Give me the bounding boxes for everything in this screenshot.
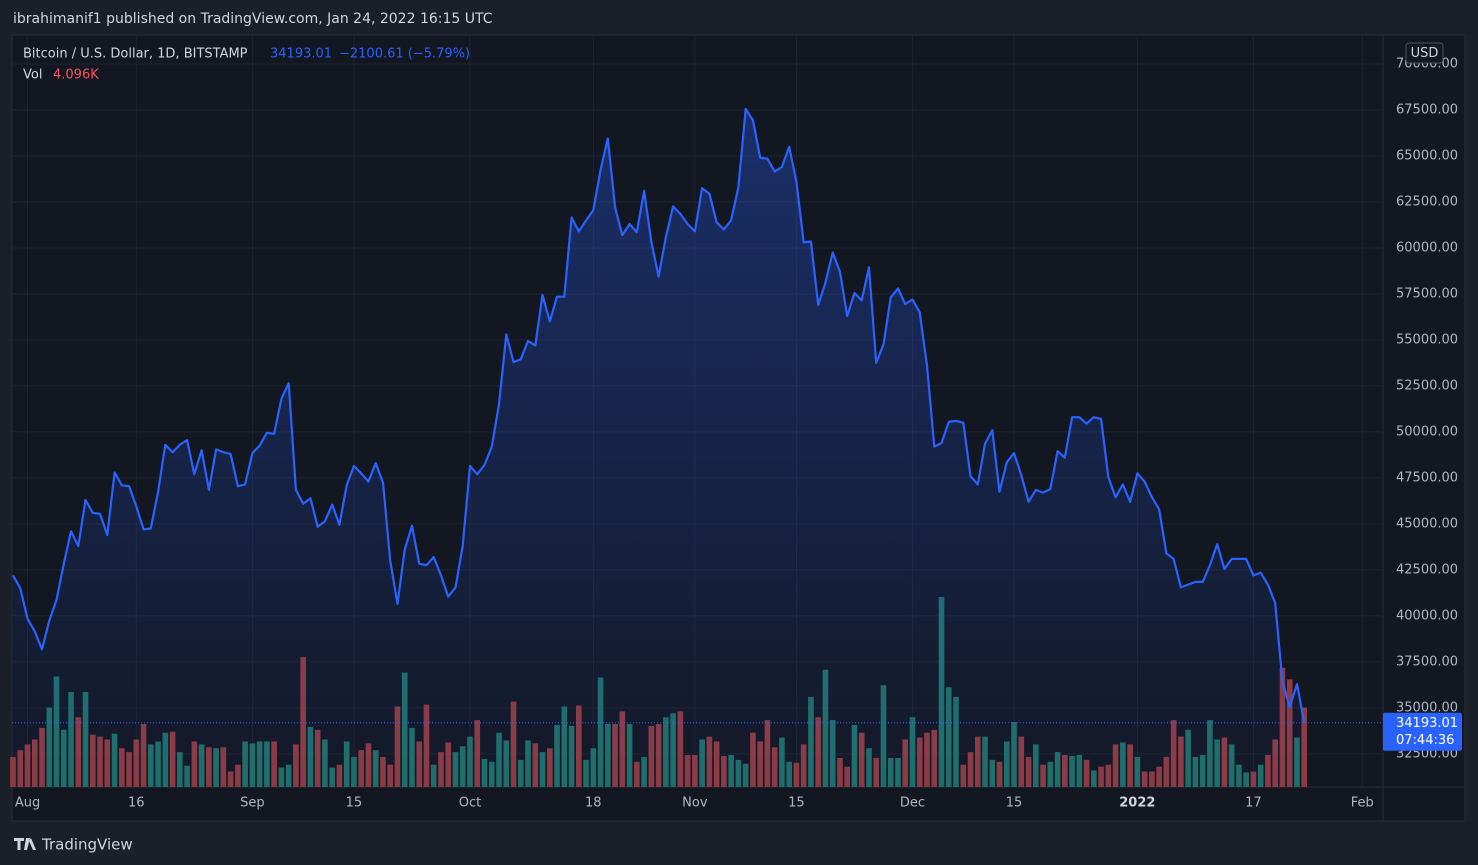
x-tick-label: 18 [585,796,602,811]
y-tick-label: 67500.00 [1396,102,1458,117]
plot: 32500.0035000.0037500.0040000.0042500.00… [10,35,1458,811]
y-tick-label: 42500.00 [1396,562,1458,577]
y-tick-label: 52500.00 [1396,378,1458,393]
x-tick-label: Oct [459,796,481,811]
symbol-title: Bitcoin / U.S. Dollar, 1D, BITSTAMP [23,47,248,62]
x-tick-label: 15 [346,796,363,811]
x-tick-label: 16 [128,796,145,811]
volume-last: 4.096K [53,68,99,83]
y-tick-label: 50000.00 [1396,424,1458,439]
y-tick-label: 45000.00 [1396,516,1458,531]
countdown: 07:44:36 [1396,733,1454,748]
volume-title: Vol [23,68,42,83]
last-price-tag [1383,712,1462,751]
currency-button[interactable] [1405,42,1444,64]
y-tick-label: 37500.00 [1396,654,1458,669]
footer-logo: TradingView [14,836,133,854]
logo-text: TradingView [41,836,133,854]
price-line [12,107,1306,723]
y-tick-label: 60000.00 [1396,240,1458,255]
x-tick-label: Dec [900,796,925,811]
volume-bar [1301,707,1308,787]
y-tick-label: 55000.00 [1396,332,1458,347]
x-tick-label: 15 [788,796,805,811]
x-tick-label: Aug [15,796,40,811]
x-tick-label: Feb [1351,796,1374,811]
x-tick-label: 17 [1245,796,1262,811]
y-tick-label: 57500.00 [1396,286,1458,301]
y-tick-label: 62500.00 [1396,194,1458,209]
logo-icon [14,838,36,850]
overlay: Bitcoin / U.S. Dollar, 1D, BITSTAMP 3419… [14,42,1462,854]
y-tick-label: 65000.00 [1396,148,1458,163]
last-price-tag-value: 34193.01 [1396,716,1458,731]
y-tick-label: 35000.00 [1396,700,1458,715]
byline: ibrahimanif1 published on TradingView.co… [13,11,493,27]
x-tick-label: Nov [682,796,708,811]
last-price: 34193.01 [270,47,332,62]
x-tick-label: 2022 [1119,796,1155,811]
y-tick-label: 40000.00 [1396,608,1458,623]
currency-label[interactable]: USD [1411,46,1439,61]
y-tick-label: 47500.00 [1396,470,1458,485]
x-tick-label: 15 [1006,796,1023,811]
area-fill [13,109,1305,787]
price-change: −2100.61 (−5.79%) [339,47,470,62]
x-tick-label: Sep [240,796,265,811]
